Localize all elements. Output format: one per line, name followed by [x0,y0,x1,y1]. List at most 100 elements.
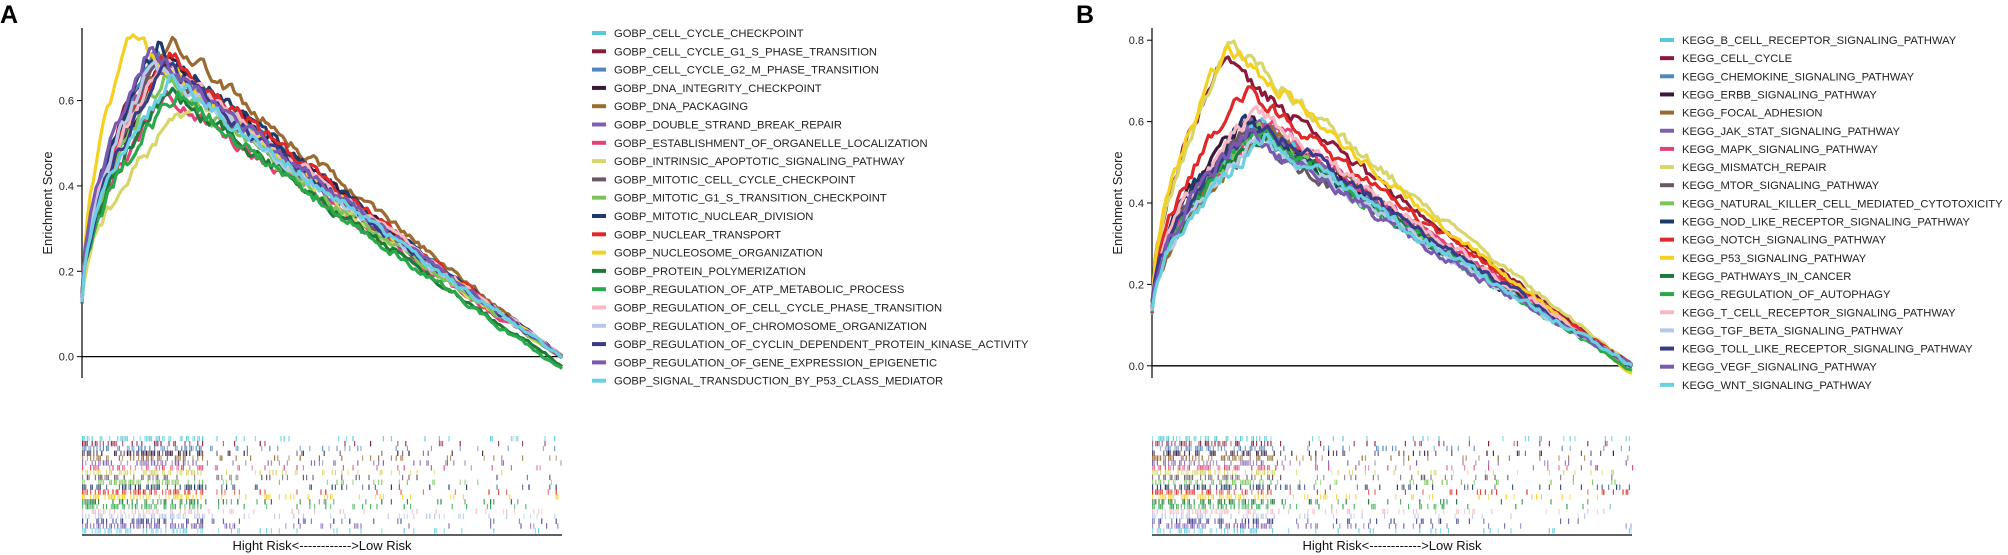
rank-tick [195,494,197,500]
rank-tick [1368,465,1370,471]
rank-tick [1272,469,1274,476]
rank-tick [219,455,221,461]
rank-tick [106,484,108,490]
rank-tick [1187,503,1189,510]
rank-tick [1337,499,1339,505]
rank-tick [1203,465,1205,471]
rank-tick [1185,474,1187,481]
y-tick-label: 0.6 [59,96,74,108]
rank-tick [1198,494,1200,500]
rank-tick [130,489,132,495]
rank-tick [200,518,202,524]
rank-tick [1187,436,1189,442]
rank-tick [165,503,167,510]
rank-tick [1492,469,1494,476]
rank-tick [115,528,117,534]
rank-tick [1315,499,1317,505]
rank-tick [234,440,236,447]
rank-tick [1160,484,1162,490]
rank-tick [483,499,485,505]
rank-tick [118,499,120,505]
rank-tick [1257,450,1259,456]
rank-tick [1412,523,1414,529]
rank-tick [1179,460,1181,466]
rank-tick [1265,513,1267,519]
rank-tick [1627,489,1629,495]
rank-tick [230,479,232,485]
rank-tick [1563,469,1565,476]
rank-tick [1310,455,1312,461]
rank-tick [1403,455,1405,461]
rank-tick [1628,528,1630,534]
rank-tick [400,489,402,495]
rank-tick [1256,440,1258,447]
rank-tick [339,508,341,515]
rank-tick [123,469,125,476]
rank-tick [1200,445,1202,452]
rank-tick [93,499,95,505]
rank-tick [157,436,159,442]
rank-tick [357,469,359,476]
rank-tick [200,465,202,471]
rank-tick [86,489,88,495]
rank-tick [171,499,173,505]
rank-tick [344,440,346,447]
rank-tick [1206,445,1208,452]
rank-tick [379,469,381,476]
rank-tick [1244,503,1246,510]
rank-tick [104,460,106,466]
rank-tick [1187,499,1189,505]
rank-tick [547,489,549,495]
rank-tick [83,494,85,500]
rank-tick [1316,499,1318,505]
rank-tick [1545,508,1547,515]
rank-tick [1358,460,1360,466]
rank-tick [1348,469,1350,476]
rank-tick [1440,528,1442,534]
rank-tick [216,450,218,456]
rank-tick [1268,455,1270,461]
rank-tick [85,528,87,534]
rank-tick [334,460,336,466]
rank-tick [1395,445,1397,452]
rank-tick [1462,455,1464,461]
rank-tick [163,465,165,471]
legend-entry: KEGG_T_CELL_RECEPTOR_SIGNALING_PATHWAY [1682,307,1956,319]
rank-tick [1435,503,1437,510]
rank-tick [146,469,148,476]
rank-tick [1316,465,1318,471]
rank-tick [171,513,173,519]
y-tick-label: 0.2 [1129,279,1144,291]
rank-tick [107,440,109,447]
rank-tick [93,469,95,476]
rank-tick [1174,450,1176,456]
rank-tick [110,479,112,485]
rank-tick [299,445,301,452]
rank-tick [360,528,362,534]
rank-tick [1496,489,1498,495]
rank-tick [1238,465,1240,471]
rank-tick [194,479,196,485]
rank-tick [1264,445,1266,452]
rank-tick [131,499,133,505]
rank-tick [197,450,199,456]
rank-tick [400,455,402,461]
rank-tick [1156,440,1158,447]
rank-tick [1438,518,1440,524]
rank-tick [1248,508,1250,515]
rank-tick [358,494,360,500]
rank-tick [1256,460,1258,466]
rank-tick [1374,489,1376,495]
rank-tick [117,523,119,529]
rank-tick [1190,445,1192,452]
rank-tick [1230,494,1232,500]
rank-tick [136,440,138,447]
rank-tick [192,494,194,500]
rank-tick [542,445,544,452]
rank-tick [1347,523,1349,529]
rank-tick [331,469,333,476]
rank-tick [370,440,372,447]
rank-tick [1270,455,1272,461]
rank-tick [82,440,84,447]
rank-tick [1164,494,1166,500]
